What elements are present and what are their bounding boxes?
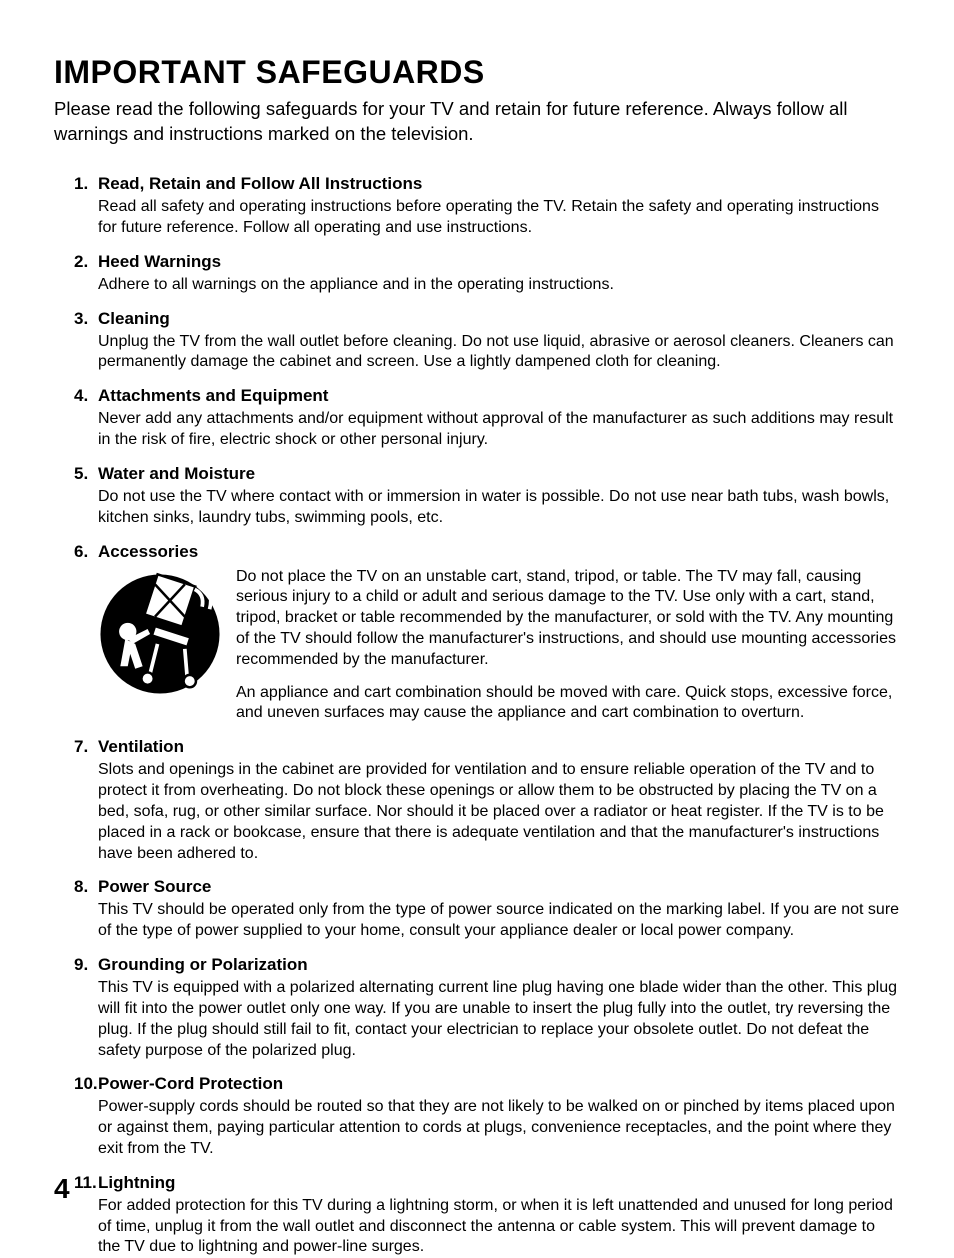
list-item-title: Power Source — [98, 876, 211, 898]
list-item-heading: 10. Power-Cord Protection — [74, 1073, 900, 1095]
list-item: 7. Ventilation Slots and openings in the… — [74, 736, 900, 864]
page-number: 4 — [54, 1173, 70, 1205]
list-item-body: Unplug the TV from the wall outlet befor… — [98, 332, 900, 374]
list-item-paragraph: This TV is equipped with a polarized alt… — [98, 978, 900, 1061]
list-item-paragraph: For added protection for this TV during … — [98, 1196, 900, 1258]
list-item-title: Accessories — [98, 541, 198, 563]
list-item: 11. Lightning For added protection for t… — [74, 1172, 900, 1258]
list-item-heading: 3. Cleaning — [74, 308, 900, 330]
list-item-paragraph: Read all safety and operating instructio… — [98, 197, 900, 239]
list-item-title: Grounding or Polarization — [98, 954, 308, 976]
list-item: 9. Grounding or Polarization This TV is … — [74, 954, 900, 1061]
list-item-body: Do not use the TV where contact with or … — [98, 487, 900, 529]
list-item-number: 1. — [74, 173, 98, 195]
list-item-paragraph: Do not place the TV on an unstable cart,… — [236, 567, 900, 671]
list-item-heading: 1. Read, Retain and Follow All Instructi… — [74, 173, 900, 195]
list-item-number: 3. — [74, 308, 98, 330]
list-item-body: Do not place the TV on an unstable cart,… — [98, 567, 900, 725]
list-item-body: For added protection for this TV during … — [98, 1196, 900, 1258]
list-item-body: Adhere to all warnings on the appliance … — [98, 275, 900, 296]
list-item-heading: 6. Accessories — [74, 541, 900, 563]
list-item-heading: 7. Ventilation — [74, 736, 900, 758]
list-item-paragraph: This TV should be operated only from the… — [98, 900, 900, 942]
list-item: 10. Power-Cord Protection Power-supply c… — [74, 1073, 900, 1159]
list-item: 1. Read, Retain and Follow All Instructi… — [74, 173, 900, 239]
list-item-number: 8. — [74, 876, 98, 898]
list-item: 3. Cleaning Unplug the TV from the wall … — [74, 308, 900, 374]
list-item-number: 10. — [74, 1073, 98, 1095]
list-item: 2. Heed Warnings Adhere to all warnings … — [74, 251, 900, 296]
list-item-title: Read, Retain and Follow All Instructions — [98, 173, 422, 195]
list-item-paragraph: Unplug the TV from the wall outlet befor… — [98, 332, 900, 374]
list-item-title: Ventilation — [98, 736, 184, 758]
list-item-heading: 5. Water and Moisture — [74, 463, 900, 485]
safeguard-list: 1. Read, Retain and Follow All Instructi… — [54, 173, 900, 1258]
list-item-body: This TV should be operated only from the… — [98, 900, 900, 942]
list-item-number: 5. — [74, 463, 98, 485]
tipping-cart-warning-icon — [98, 567, 222, 701]
list-item-paragraph: Slots and openings in the cabinet are pr… — [98, 760, 900, 864]
list-item-number: 11. — [74, 1172, 98, 1194]
list-item: 6. Accessories — [74, 541, 900, 725]
list-item-paragraph: Power-supply cords should be routed so t… — [98, 1097, 900, 1159]
list-item-number: 9. — [74, 954, 98, 976]
list-item-title: Water and Moisture — [98, 463, 255, 485]
list-item-title: Heed Warnings — [98, 251, 221, 273]
list-item-title: Power-Cord Protection — [98, 1073, 283, 1095]
list-item-body: Slots and openings in the cabinet are pr… — [98, 760, 900, 864]
list-item-heading: 9. Grounding or Polarization — [74, 954, 900, 976]
list-item-title: Attachments and Equipment — [98, 385, 328, 407]
list-item-number: 7. — [74, 736, 98, 758]
list-item-body: Power-supply cords should be routed so t… — [98, 1097, 900, 1159]
list-item-paragraph: Never add any attachments and/or equipme… — [98, 409, 900, 451]
list-item-paragraph: An appliance and cart combination should… — [236, 683, 900, 725]
intro-paragraph: Please read the following safeguards for… — [54, 97, 900, 147]
list-item-paragraph: Adhere to all warnings on the appliance … — [98, 275, 900, 296]
list-item-text: Do not place the TV on an unstable cart,… — [236, 567, 900, 725]
document-page: IMPORTANT SAFEGUARDS Please read the fol… — [0, 0, 954, 1235]
list-item-number: 4. — [74, 385, 98, 407]
list-item-number: 6. — [74, 541, 98, 563]
list-item: 5. Water and Moisture Do not use the TV … — [74, 463, 900, 529]
list-item-heading: 4. Attachments and Equipment — [74, 385, 900, 407]
list-item-heading: 2. Heed Warnings — [74, 251, 900, 273]
list-item-body: Read all safety and operating instructio… — [98, 197, 900, 239]
list-item-heading: 8. Power Source — [74, 876, 900, 898]
list-item-number: 2. — [74, 251, 98, 273]
list-item-heading: 11. Lightning — [74, 1172, 900, 1194]
page-title: IMPORTANT SAFEGUARDS — [54, 54, 900, 91]
list-item-title: Lightning — [98, 1172, 175, 1194]
list-item-title: Cleaning — [98, 308, 170, 330]
list-item-paragraph: Do not use the TV where contact with or … — [98, 487, 900, 529]
list-item-body: Never add any attachments and/or equipme… — [98, 409, 900, 451]
list-item-body: This TV is equipped with a polarized alt… — [98, 978, 900, 1061]
list-item: 8. Power Source This TV should be operat… — [74, 876, 900, 942]
list-item: 4. Attachments and Equipment Never add a… — [74, 385, 900, 451]
